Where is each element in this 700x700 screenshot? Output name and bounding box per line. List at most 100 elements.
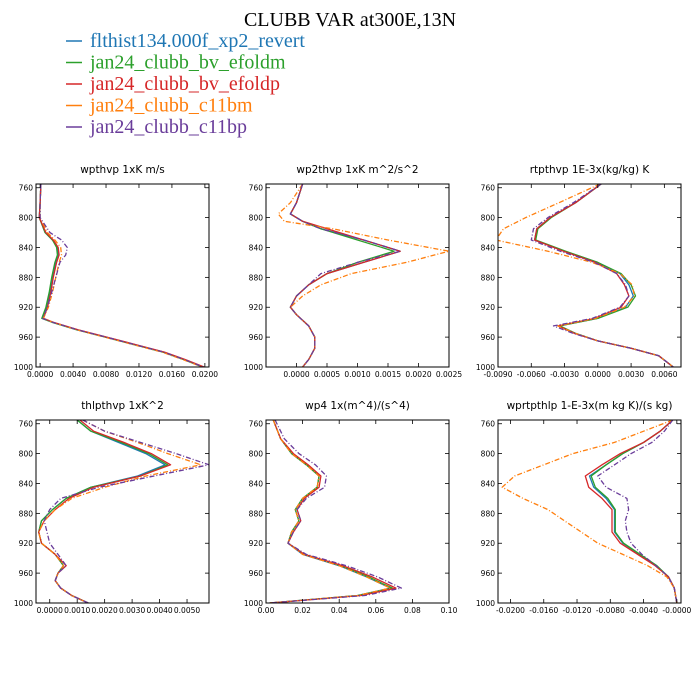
x-tick-label: 0.0000 — [283, 370, 309, 379]
y-tick-label: 800 — [249, 450, 264, 459]
x-tick-label: 0.0040 — [60, 370, 86, 379]
series-line — [38, 420, 202, 603]
y-tick-label: 920 — [249, 303, 264, 312]
series-line — [277, 184, 449, 367]
panel-3: rtpthvp 1E-3x(kg/kg) K 760 800 840 880 920 960… — [476, 164, 682, 379]
y-tick-label: 920 — [481, 539, 496, 548]
legend-entry: jan24_clubb_c11bp — [66, 116, 247, 138]
y-tick-label: 760 — [481, 184, 496, 193]
x-tick-label: 0.0010 — [344, 370, 370, 379]
y-tick-label: 760 — [19, 420, 34, 429]
panel-1: wpthvp 1xK m/s76080084088092096010000.00… — [14, 164, 218, 379]
y-tick-label: 800 — [19, 450, 34, 459]
y-tick-label: 960 — [481, 569, 496, 578]
panel-title: wp4 1x(m^4)/(s^4) — [305, 400, 410, 412]
panel-title: wprtpthlp 1-E-3x(m kg K)/(s kg) — [507, 400, 673, 412]
y-tick-label: 1000 — [244, 599, 263, 608]
legend-label: jan24_clubb_c11bp — [89, 116, 247, 138]
series-line — [289, 184, 395, 367]
x-tick-label: -0.0040 — [629, 606, 658, 615]
y-tick-label: 880 — [249, 273, 264, 282]
x-tick-label: 0.0200 — [192, 370, 218, 379]
x-tick-label: 0.0040 — [146, 606, 172, 615]
x-tick-label: -0.0090 — [484, 370, 513, 379]
legend-label: jan24_clubb_bv_efoldp — [89, 73, 280, 95]
y-tick-label: 960 — [481, 333, 496, 342]
x-tick-label: 0.10 — [441, 606, 458, 615]
y-tick-label: 920 — [19, 539, 34, 548]
x-tick-label: 0.0120 — [126, 370, 152, 379]
x-tick-label: 0.0020 — [405, 370, 431, 379]
panel-title: wp2thvp 1xK m^2/s^2 — [296, 164, 418, 176]
x-tick-label: 0.0060 — [651, 370, 677, 379]
y-tick-label: 960 — [249, 333, 264, 342]
x-tick-label: -0.0060 — [517, 370, 546, 379]
series-line — [38, 184, 204, 367]
x-tick-label: 0.0160 — [159, 370, 185, 379]
panel-6: wprtpthlp 1-E-3x(m kg K)/(s kg) 760 800 840… — [476, 400, 692, 615]
plot-frame — [497, 183, 682, 368]
legend: flthist134.000f_xp2_revertjan24_clubb_bv… — [66, 30, 305, 138]
y-tick-label: 800 — [249, 214, 264, 223]
panel-title: wpthvp 1xK m/s — [80, 164, 165, 176]
y-tick-label: 840 — [249, 243, 264, 252]
figure-title: CLUBB VAR at300E,13N — [244, 9, 456, 31]
series-line — [38, 184, 203, 367]
legend-label: jan24_clubb_c11bm — [89, 95, 253, 117]
y-tick-label: 800 — [481, 450, 496, 459]
x-tick-label: 0.0020 — [92, 606, 118, 615]
y-tick-label: 760 — [481, 420, 496, 429]
series-line — [269, 420, 397, 603]
y-tick-label: 960 — [19, 333, 34, 342]
panel-title: rtpthvp 1E-3x(kg/kg) K — [530, 164, 651, 176]
series-line — [39, 184, 204, 367]
y-tick-label: 760 — [249, 420, 264, 429]
plot-frame — [265, 183, 450, 368]
x-tick-label: -0.0160 — [529, 606, 558, 615]
plot-frame — [35, 183, 210, 368]
series-line — [530, 184, 674, 367]
y-tick-label: 1000 — [244, 363, 263, 372]
series-group — [38, 184, 205, 367]
y-tick-label: 1000 — [14, 599, 33, 608]
series-line — [597, 420, 678, 603]
x-tick-label: 0.0030 — [618, 370, 644, 379]
y-tick-label: 880 — [481, 509, 496, 518]
series-line — [501, 420, 678, 603]
panels: wpthvp 1xK m/s76080084088092096010000.00… — [14, 164, 692, 615]
series-line — [39, 184, 203, 367]
series-group — [269, 420, 403, 603]
y-tick-label: 960 — [19, 569, 34, 578]
legend-label: flthist134.000f_xp2_revert — [90, 30, 305, 52]
series-group — [498, 184, 674, 367]
series-line — [38, 420, 169, 603]
plot-frame — [265, 419, 450, 604]
series-group — [501, 420, 678, 603]
series-line — [584, 420, 678, 603]
y-tick-label: 840 — [249, 479, 264, 488]
y-tick-label: 800 — [19, 214, 34, 223]
legend-label: jan24_clubb_bv_efoldm — [89, 52, 286, 74]
x-tick-label: -0.0200 — [496, 606, 525, 615]
y-tick-label: 920 — [19, 303, 34, 312]
legend-entry: jan24_clubb_c11bm — [66, 95, 253, 117]
legend-entry: jan24_clubb_bv_efoldm — [66, 52, 286, 74]
series-group — [277, 184, 449, 367]
y-tick-label: 880 — [249, 509, 264, 518]
x-tick-label: 0.06 — [367, 606, 384, 615]
x-tick-label: 0.0050 — [174, 606, 200, 615]
x-tick-label: 0.00 — [258, 606, 275, 615]
plot-frame — [497, 419, 682, 604]
y-tick-label: 760 — [249, 184, 264, 193]
x-tick-label: 0.04 — [331, 606, 348, 615]
y-tick-label: 800 — [481, 214, 496, 223]
series-line — [38, 184, 205, 367]
y-tick-label: 1000 — [476, 363, 495, 372]
y-tick-label: 960 — [249, 569, 264, 578]
series-line — [269, 420, 403, 603]
x-tick-label: 0.0080 — [93, 370, 119, 379]
plot-frame — [35, 419, 210, 604]
x-tick-label: 0.0030 — [119, 606, 145, 615]
x-tick-label: 0.0000 — [585, 370, 611, 379]
